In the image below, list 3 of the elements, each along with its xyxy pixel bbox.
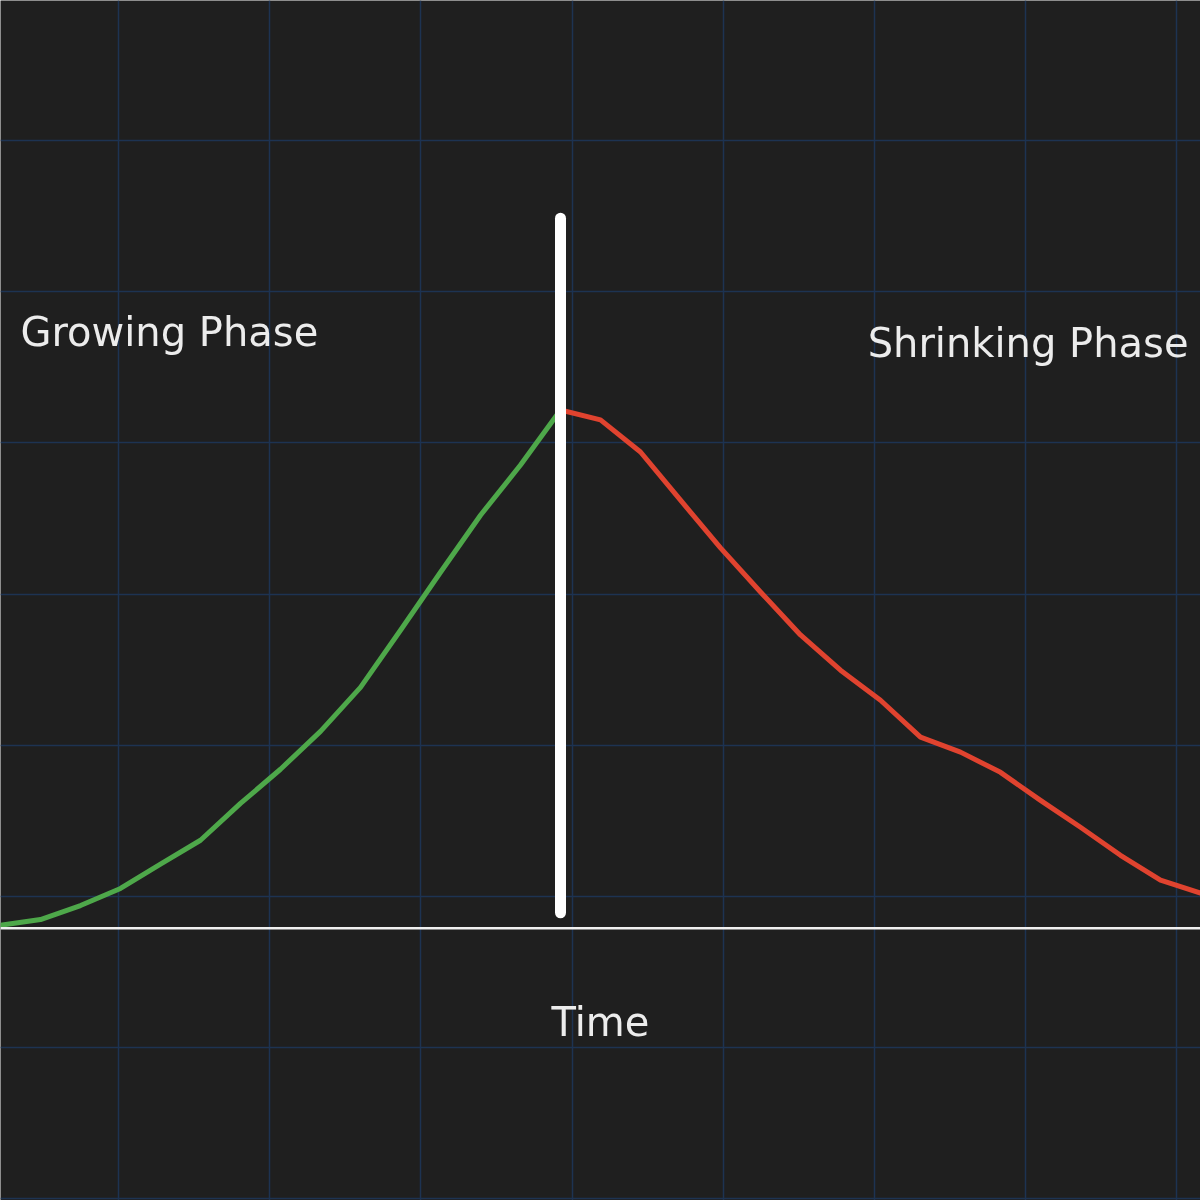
text: Growing Phase: [20, 309, 319, 356]
x-axis-title: Time: [550, 998, 650, 1045]
text: Shrinking Phase: [867, 319, 1189, 366]
